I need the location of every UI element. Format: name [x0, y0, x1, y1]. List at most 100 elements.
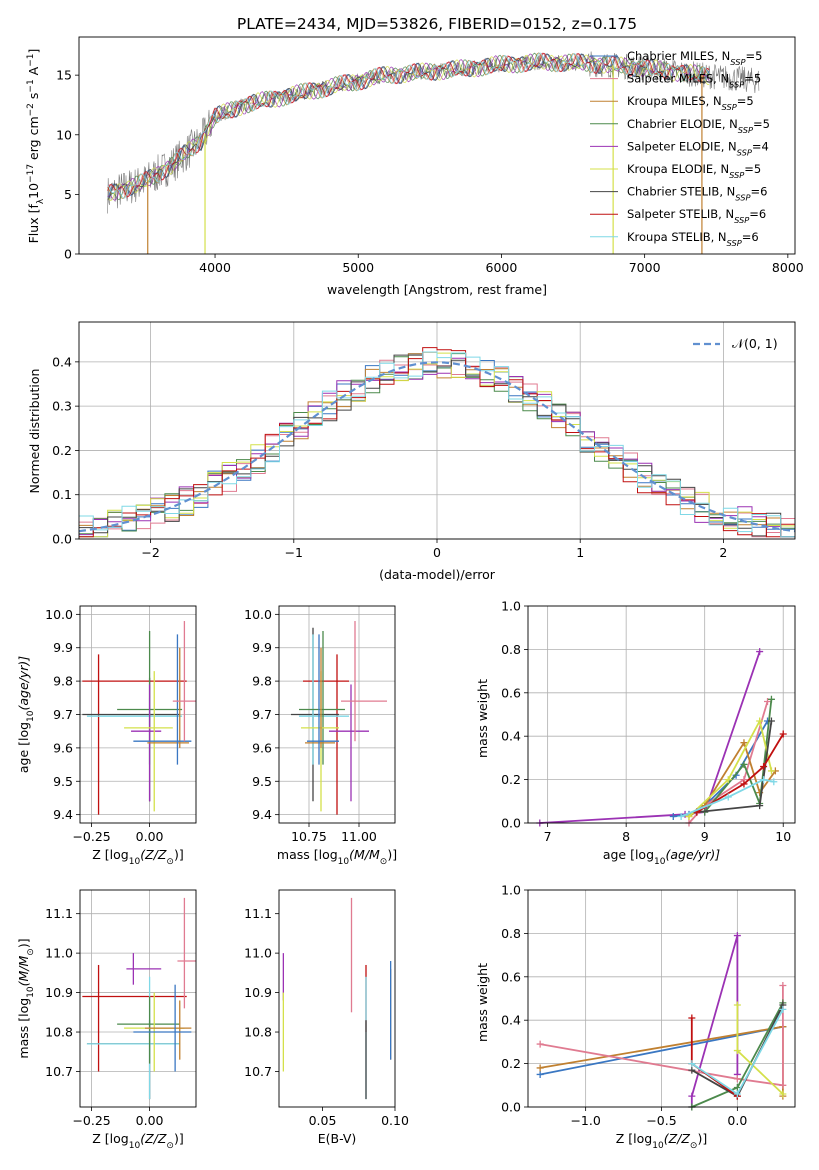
- x-axis-label-part: 10: [129, 857, 141, 867]
- residual-step-ks: [79, 351, 795, 538]
- x-tick-label: 9: [701, 829, 709, 844]
- y-tick-label: 0.4: [501, 1013, 521, 1028]
- weight-marker-sm: [764, 697, 772, 705]
- legend-label-sm-part: Salpeter MILES, N: [627, 72, 729, 86]
- legend-label-ks-part: =6: [742, 230, 759, 244]
- x-tick-label: −2: [141, 545, 159, 560]
- legend-label-ss-part: Salpeter STELIB, N: [627, 207, 734, 221]
- x-tick-label: −0.25: [72, 829, 110, 844]
- spectrum-frame: [78, 36, 796, 255]
- residuals-axes: −2 −1 0 1 2 0.0 0.1 0.2 0.3 0.4 (data-model)/error…: [27, 354, 727, 582]
- y-tick-label: 9.9: [53, 640, 73, 655]
- y-tick-label: 9.5: [252, 774, 272, 789]
- weight-marker-sm: [779, 1081, 787, 1089]
- weight-line-ce: [704, 699, 773, 813]
- legend-label-ce-part: SSP: [738, 125, 753, 135]
- y-axis-label: mass weight: [475, 679, 490, 758]
- x-axis-label-part: age [log: [603, 847, 654, 862]
- weight-marker-ks: [733, 1090, 741, 1098]
- y-axis-label-part: erg cm: [26, 116, 41, 164]
- legend-label-ks-part: SSP: [727, 238, 742, 248]
- legend-label-cm-part: =5: [745, 49, 762, 63]
- legend-label-se-part: Salpeter ELODIE, N: [627, 139, 737, 153]
- x-axis-label: mass [log10(M/M⊙)]: [277, 847, 397, 867]
- x-axis-label: wavelength [Angstrom, rest frame]: [327, 282, 547, 297]
- x-axis-label-part: )]: [697, 1131, 707, 1146]
- x-tick-label: 8: [622, 829, 630, 844]
- legend-label-ce-part: =5: [753, 117, 770, 131]
- y-tick-label: 10.7: [244, 1064, 272, 1079]
- x-axis-label-part: (Z/Z: [140, 847, 167, 862]
- weight-line-cm: [539, 1025, 784, 1076]
- y-axis-label-part: ]: [26, 49, 41, 54]
- legend-label-ss-part: SSP: [734, 215, 749, 225]
- x-axis-label: (data-model)/error: [379, 567, 496, 582]
- y-tick-label: 11.1: [244, 906, 272, 921]
- x-axis-label-part: )]: [174, 1131, 184, 1146]
- legend-label-ss-part: =6: [749, 207, 766, 221]
- y-tick-label: 10.0: [45, 607, 73, 622]
- x-tick-label: 4000: [199, 260, 231, 275]
- legend-label-sm: Salpeter MILES, NSSP=5: [627, 72, 761, 90]
- y-tick-label: 1.0: [501, 599, 521, 614]
- residuals-plot: −2 −1 0 1 2 0.0 0.1 0.2 0.3 0.4 (data-model)/error…: [27, 321, 796, 582]
- y-tick-label: 0.8: [501, 642, 521, 657]
- legend-label-cm: Chabrier MILES, NSSP=5: [627, 49, 762, 67]
- y-tick-label: 10.9: [45, 985, 73, 1000]
- weight-marker-ks: [677, 812, 685, 820]
- legend-label-cs-part: Chabrier STELIB, N: [627, 185, 735, 199]
- residual-step-se: [79, 357, 795, 538]
- x-tick-label: 0.00: [136, 1113, 164, 1128]
- weight-marker-ke: [724, 776, 732, 784]
- y-axis-label-part: Flux [f: [26, 204, 41, 244]
- legend-label-se-part: SSP: [737, 147, 752, 157]
- weight-marker-km: [740, 739, 748, 747]
- y-tick-label: 0.0: [501, 1100, 521, 1115]
- weight-marker-ks: [688, 1060, 696, 1068]
- x-tick-label: 0.10: [381, 1113, 409, 1128]
- weight-marker-ke: [767, 767, 775, 775]
- weight-marker-se: [688, 1092, 696, 1100]
- x-tick-label: 0.0: [727, 1113, 747, 1128]
- x-axis-label: E(B-V): [318, 1131, 357, 1146]
- legend-label-cs-part: =6: [750, 185, 767, 199]
- x-axis-label-part: (Z/Z: [664, 1131, 691, 1146]
- x-axis-label-part: 10: [654, 857, 666, 867]
- residuals-steps: [78, 347, 796, 538]
- x-tick-label: 1: [576, 545, 584, 560]
- x-axis-label-part: 10: [338, 857, 350, 867]
- x-tick-label: 10.75: [291, 829, 327, 844]
- y-axis-label: age [log10(age/yr)]: [16, 656, 36, 773]
- x-axis-label-part: ⊙: [166, 857, 174, 867]
- y-axis-label-part: −1: [26, 79, 36, 92]
- weight-marker-ke: [733, 1047, 741, 1055]
- y-axis-label-part: −1: [26, 54, 36, 67]
- x-axis-label: age [log10(age/yr)]: [603, 847, 720, 867]
- axes-frame: [527, 889, 796, 1108]
- y-tick-label: 0.0: [501, 816, 521, 831]
- y-tick-label: 9.9: [252, 640, 272, 655]
- y-axis-label: Normed distribution: [27, 369, 42, 494]
- y-axis-label-part: −17: [26, 164, 36, 183]
- weight-line-ke: [688, 718, 773, 818]
- axes-frame: [79, 605, 197, 824]
- x-axis-label-part: ⊙: [380, 857, 388, 867]
- weight-marker-cm: [669, 812, 677, 820]
- y-axis-label-part: λ: [36, 198, 46, 204]
- legend-label-cm-part: SSP: [730, 57, 745, 67]
- y-tick-label: 10.8: [45, 1025, 73, 1040]
- weight-marker-sm: [733, 1075, 741, 1083]
- weight-marker-ce: [733, 1083, 741, 1091]
- legend-label-km-part: =5: [737, 94, 754, 108]
- legend-label-km-part: SSP: [722, 102, 737, 112]
- axes-frame: [278, 889, 396, 1108]
- x-axis-label: Z [log10(Z/Z⊙)]: [616, 1131, 707, 1151]
- spectrum-plot: 4000 5000 6000 7000 8000 0 5 10 15 wavelength [An…: [26, 36, 804, 297]
- age-vs-mass-plot: 10.75 11.00 9.4 9.5 9.6 9.7 9.8 9.9 10.0 mass [lo…: [244, 605, 397, 867]
- x-axis-label-part: 10: [652, 1141, 664, 1151]
- y-tick-label: 9.4: [252, 807, 272, 822]
- y-tick-label: 10.8: [244, 1025, 272, 1040]
- y-tick-label: 11.0: [45, 946, 73, 961]
- x-axis-label-part: )]: [174, 847, 184, 862]
- y-tick-label: 0.2: [501, 772, 521, 787]
